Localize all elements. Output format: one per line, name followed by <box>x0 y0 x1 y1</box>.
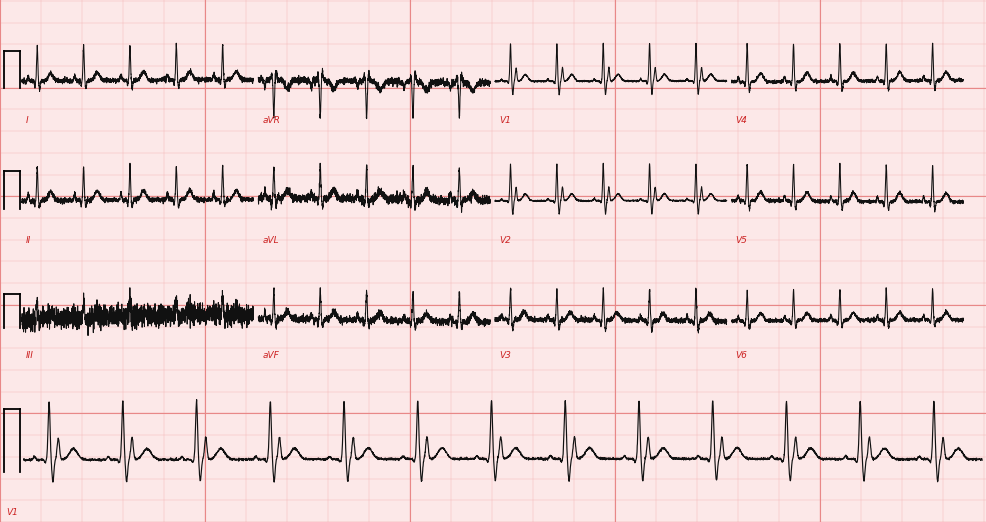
Text: V6: V6 <box>736 351 747 360</box>
Text: V3: V3 <box>499 351 511 360</box>
Text: V4: V4 <box>736 116 747 125</box>
Text: aVR: aVR <box>262 116 280 125</box>
Text: I: I <box>26 116 29 125</box>
Text: V5: V5 <box>736 236 747 245</box>
Text: aVF: aVF <box>262 351 279 360</box>
Text: V1: V1 <box>499 116 511 125</box>
Text: II: II <box>26 236 31 245</box>
Text: aVL: aVL <box>262 236 279 245</box>
Text: V2: V2 <box>499 236 511 245</box>
Text: III: III <box>26 351 34 360</box>
Text: V1: V1 <box>6 508 18 517</box>
